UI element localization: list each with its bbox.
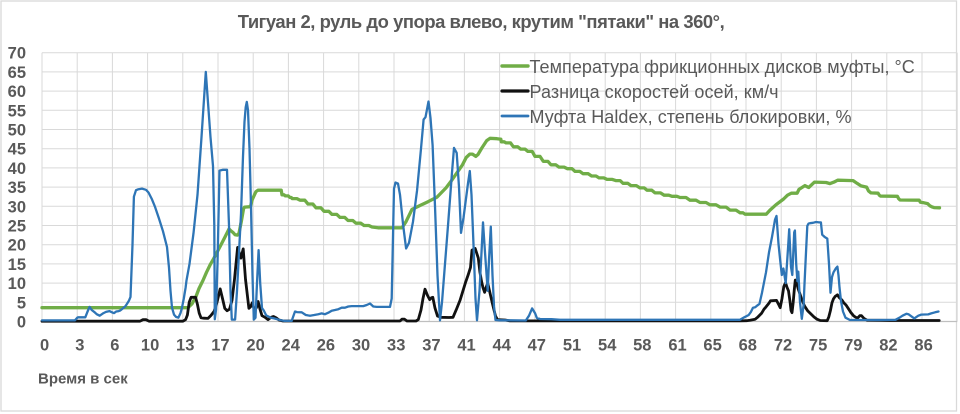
svg-text:30: 30 [8,198,26,216]
svg-text:41: 41 [457,337,475,355]
svg-text:30: 30 [352,337,370,355]
svg-text:82: 82 [879,337,897,355]
svg-text:65: 65 [703,337,721,355]
svg-text:68: 68 [739,337,757,355]
svg-text:44: 44 [493,337,512,355]
svg-text:35: 35 [8,179,26,197]
svg-text:47: 47 [528,337,546,355]
svg-text:40: 40 [8,160,26,178]
svg-text:10: 10 [8,275,26,293]
svg-text:Время в сек: Время в сек [38,371,128,388]
svg-text:Разница скоростей осей, км/ч: Разница скоростей осей, км/ч [530,82,779,102]
svg-text:37: 37 [422,337,440,355]
svg-text:0: 0 [40,337,49,355]
svg-text:17: 17 [211,337,229,355]
svg-text:20: 20 [246,337,264,355]
svg-text:79: 79 [844,337,862,355]
svg-text:3: 3 [75,337,84,355]
svg-text:86: 86 [914,337,932,355]
svg-text:45: 45 [8,141,26,159]
svg-text:Температура фрикционных дисков: Температура фрикционных дисков муфты, °С [530,57,915,77]
svg-text:26: 26 [317,337,335,355]
svg-text:58: 58 [633,337,651,355]
svg-text:51: 51 [563,337,581,355]
svg-text:60: 60 [8,83,26,101]
svg-text:72: 72 [774,337,792,355]
svg-text:Тигуан 2, руль до упора влево,: Тигуан 2, руль до упора влево, крутим "п… [238,11,725,32]
svg-text:75: 75 [809,337,827,355]
svg-text:Муфта Haldex, степень блокиров: Муфта Haldex, степень блокировки, % [530,107,852,127]
svg-text:10: 10 [141,337,159,355]
svg-text:5: 5 [17,294,26,312]
svg-text:25: 25 [8,218,26,236]
svg-text:13: 13 [176,337,194,355]
svg-text:6: 6 [110,337,119,355]
svg-text:15: 15 [8,256,26,274]
svg-text:20: 20 [8,237,26,255]
svg-text:54: 54 [598,337,617,355]
svg-text:70: 70 [8,45,26,63]
svg-text:61: 61 [668,337,686,355]
svg-text:0: 0 [17,314,26,332]
svg-text:50: 50 [8,122,26,140]
svg-text:24: 24 [282,337,301,355]
svg-text:65: 65 [8,64,26,82]
svg-text:55: 55 [8,102,26,120]
svg-text:33: 33 [387,337,405,355]
